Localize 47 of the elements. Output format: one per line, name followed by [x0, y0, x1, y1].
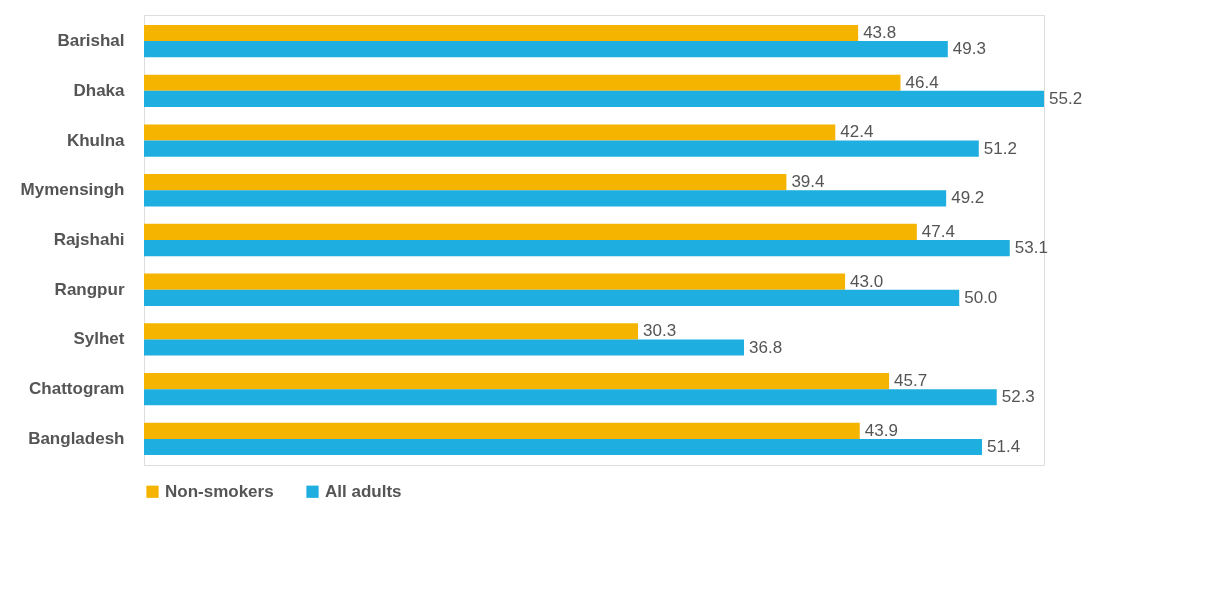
bar — [144, 273, 846, 290]
data-label: 45.7 — [894, 371, 928, 391]
bar — [144, 41, 948, 58]
y-tick-label: Chattogram — [29, 379, 125, 399]
bar — [144, 240, 1010, 257]
data-label: 43.9 — [864, 420, 898, 440]
data-label: 49.2 — [951, 188, 985, 208]
data-label: 43.8 — [863, 23, 897, 43]
bar — [144, 24, 859, 42]
bar — [144, 339, 744, 356]
bar — [144, 174, 787, 191]
data-label: 51.4 — [987, 436, 1021, 456]
y-tick-label: Dhaka — [73, 80, 126, 100]
y-tick-label: Bangladesh — [28, 428, 125, 448]
bar — [144, 140, 979, 157]
y-tick-label: Sylhet — [73, 329, 125, 349]
data-label: 36.8 — [749, 337, 783, 357]
data-label: 49.3 — [952, 39, 986, 59]
bar — [144, 124, 836, 141]
data-label: 42.4 — [840, 122, 874, 142]
bar — [144, 223, 917, 240]
data-label: 55.2 — [1049, 88, 1083, 108]
y-tick-label: Khulna — [66, 130, 126, 150]
y-tick-label: Mymensingh — [20, 180, 125, 200]
data-label: 46.4 — [905, 72, 939, 92]
bar — [144, 389, 997, 406]
bar — [144, 289, 960, 306]
y-tick-label: Barishal — [57, 31, 125, 51]
data-label: 47.4 — [921, 221, 955, 241]
bar — [144, 373, 890, 390]
data-label: 51.2 — [983, 138, 1017, 158]
y-tick-label: Rajshahi — [53, 230, 125, 249]
data-label: 50.0 — [964, 287, 998, 307]
bar — [144, 190, 947, 207]
data-label: 53.1 — [1014, 238, 1048, 258]
legend-label: All adults — [325, 481, 402, 501]
bar — [144, 74, 901, 91]
bar — [144, 90, 1044, 107]
data-label: 43.0 — [850, 271, 884, 291]
bar — [144, 422, 860, 439]
data-label: 52.3 — [1001, 387, 1035, 407]
data-label: 30.3 — [643, 321, 677, 341]
data-label: 39.4 — [791, 172, 825, 192]
bar — [144, 323, 639, 340]
y-tick-label: Rangpur — [54, 279, 125, 299]
legend-label: Non-smokers — [165, 481, 274, 501]
bar — [144, 438, 983, 456]
